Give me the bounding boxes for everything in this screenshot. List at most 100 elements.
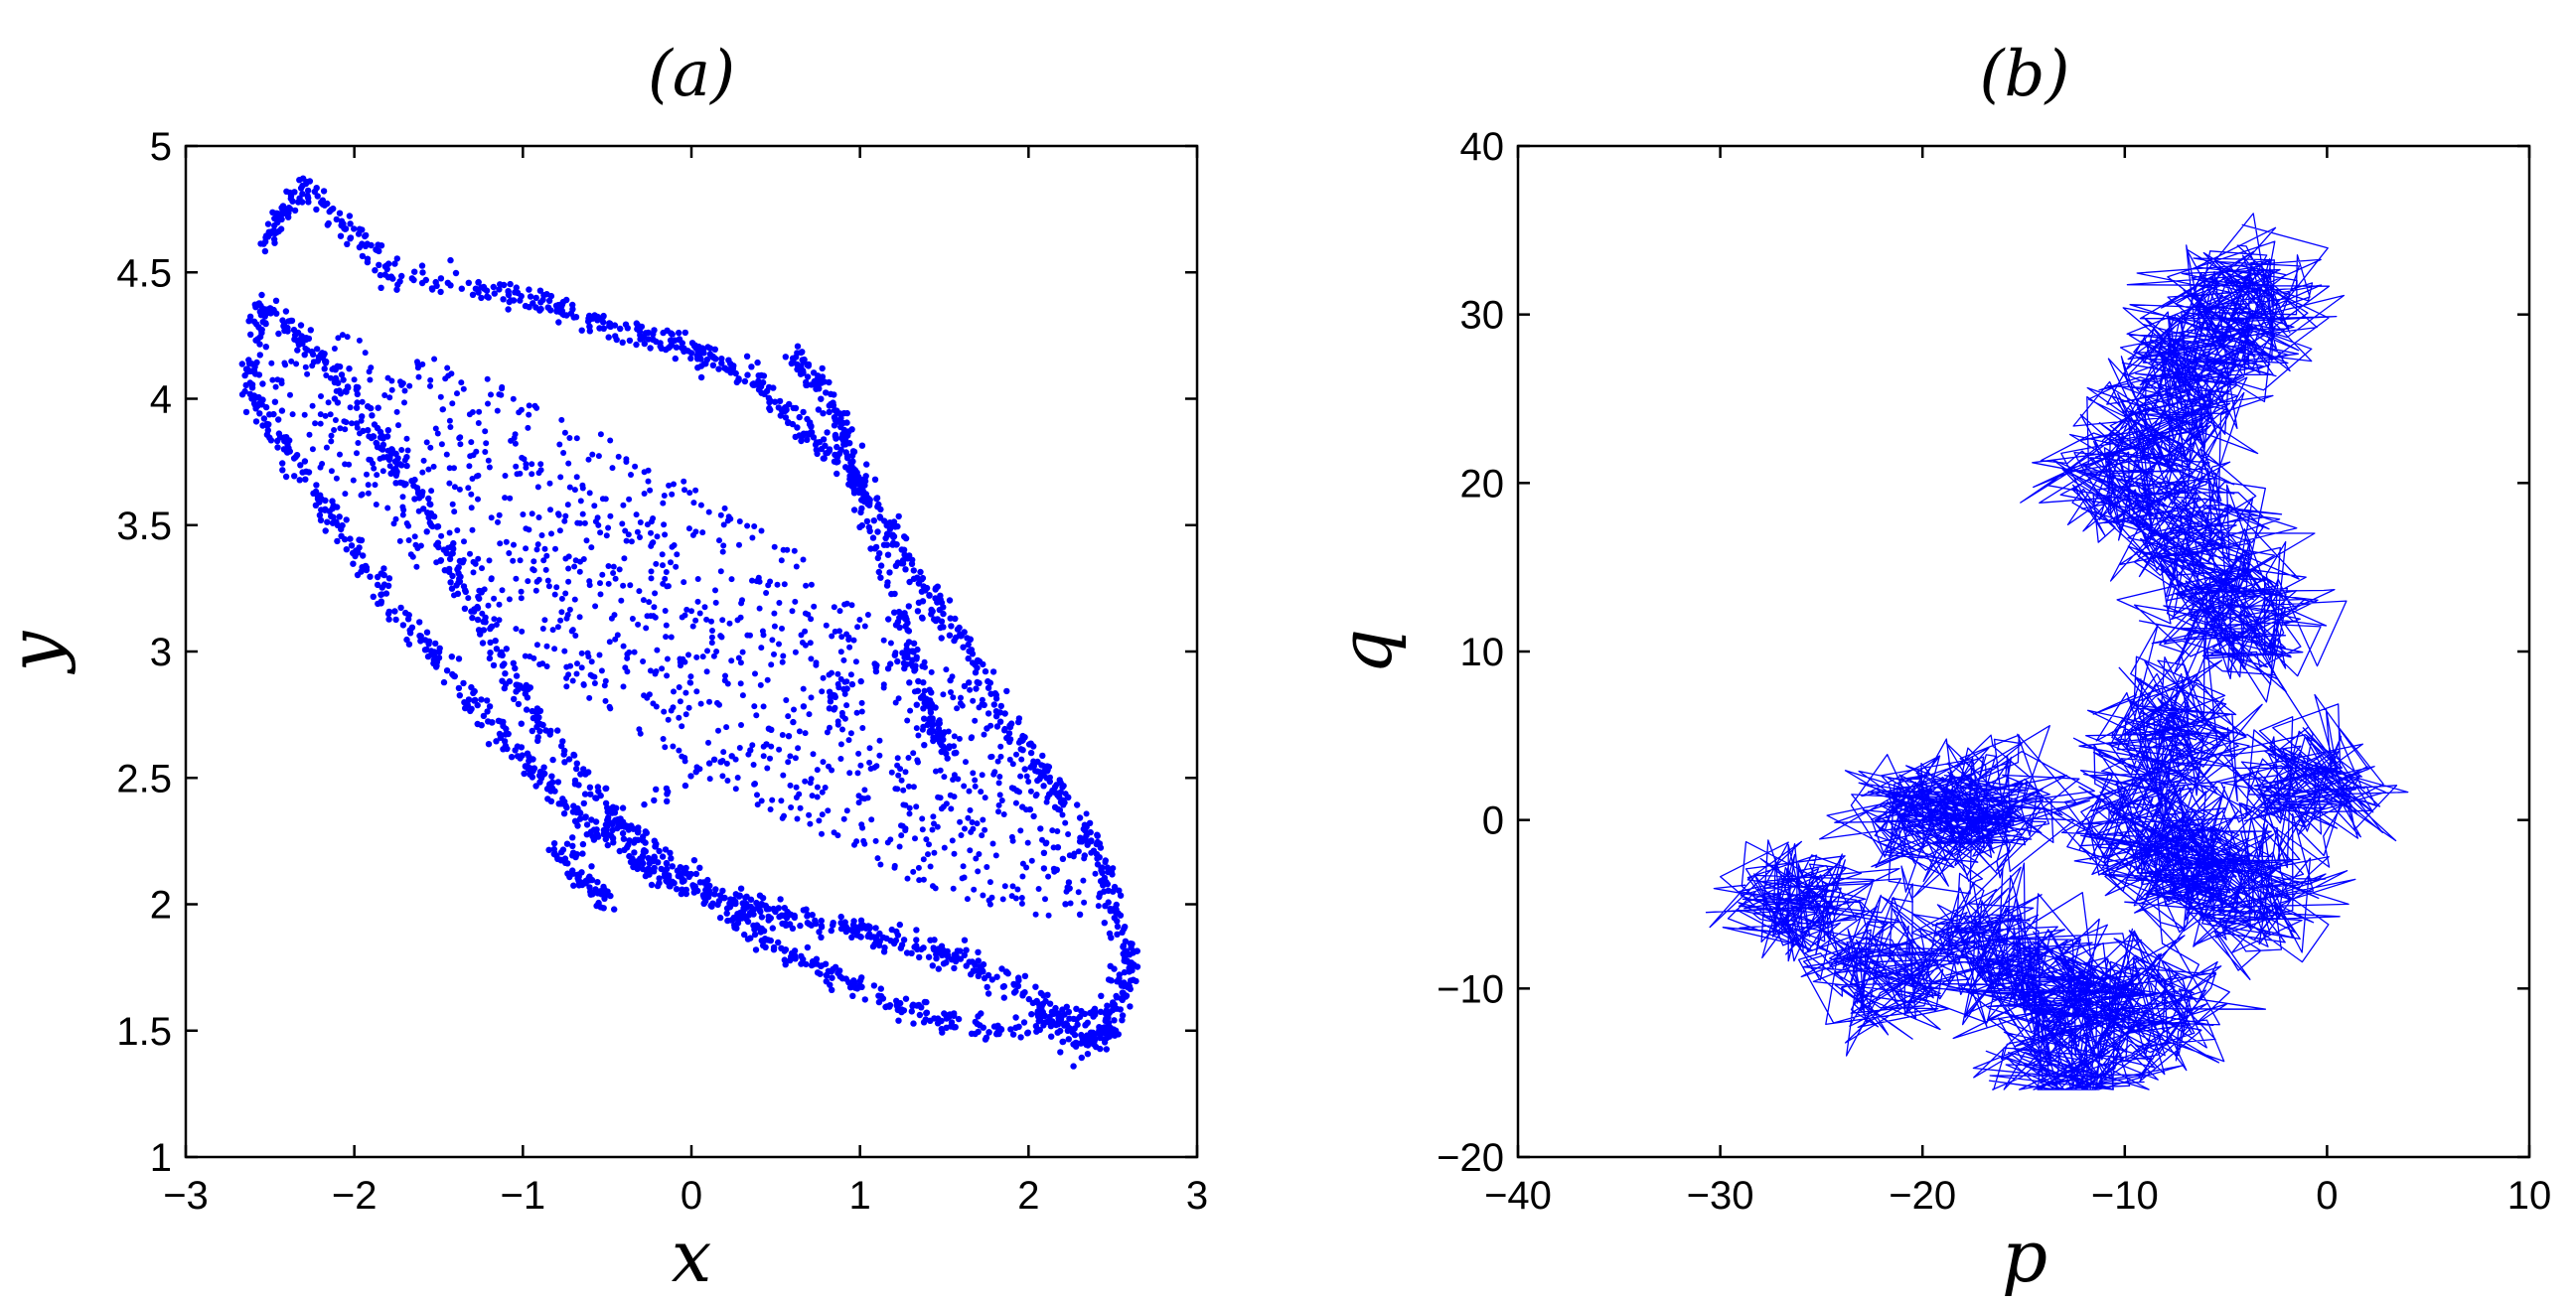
scatter-point xyxy=(816,817,823,824)
scatter-point xyxy=(807,780,814,787)
scatter-point xyxy=(820,674,827,681)
scatter-point xyxy=(930,813,937,820)
scatter-point xyxy=(724,680,731,687)
scatter-point xyxy=(1057,1049,1064,1056)
scatter-point xyxy=(967,847,974,854)
scatter-point xyxy=(375,404,381,411)
scatter-point xyxy=(827,981,833,988)
scatter-point xyxy=(1103,1015,1110,1022)
scatter-point xyxy=(792,649,799,655)
scatter-point xyxy=(1057,806,1064,813)
scatter-point xyxy=(992,695,1000,702)
scatter-point xyxy=(993,973,1000,980)
scatter-point xyxy=(935,965,942,972)
scatter-point xyxy=(624,822,631,830)
scatter-point xyxy=(932,586,939,593)
scatter-point xyxy=(902,769,909,776)
scatter-point xyxy=(579,840,587,848)
scatter-point xyxy=(411,476,418,484)
scatter-point xyxy=(858,821,865,828)
scatter-point xyxy=(727,902,734,909)
scatter-point xyxy=(983,1034,990,1042)
scatter-point xyxy=(839,726,845,733)
scatter-point xyxy=(969,819,976,825)
scatter-point xyxy=(792,755,799,762)
scatter-point xyxy=(662,608,669,614)
scatter-point xyxy=(803,906,810,913)
scatter-point xyxy=(871,476,879,483)
scatter-point xyxy=(471,687,478,695)
scatter-point xyxy=(891,862,898,869)
scatter-point xyxy=(648,529,654,536)
scatter-point xyxy=(529,471,535,478)
scatter-point xyxy=(903,642,910,649)
scatter-point xyxy=(787,782,794,789)
scatter-point xyxy=(586,328,593,335)
scatter-point xyxy=(339,332,346,339)
scatter-point xyxy=(669,863,676,870)
b-y-tick-label: 0 xyxy=(1482,799,1504,843)
scatter-point xyxy=(536,287,544,294)
scatter-point xyxy=(492,638,499,645)
scatter-point xyxy=(819,688,826,695)
scatter-point xyxy=(992,713,1000,720)
scatter-point xyxy=(971,886,978,893)
scatter-point xyxy=(782,920,789,927)
scatter-panel: (a) −3 −2 −1 0 1 2 3 11.522.533.544.55 x y xyxy=(0,38,1208,1298)
scatter-point xyxy=(767,937,774,944)
scatter-point xyxy=(1119,1012,1127,1019)
scatter-point xyxy=(1063,1021,1071,1029)
scatter-point xyxy=(894,932,902,939)
scatter-point xyxy=(378,284,384,291)
scatter-point xyxy=(721,364,728,371)
scatter-point xyxy=(476,595,483,602)
scatter-point xyxy=(802,778,809,785)
scatter-point xyxy=(737,659,744,666)
scatter-point xyxy=(742,913,749,921)
scatter-point xyxy=(617,325,624,333)
scatter-point xyxy=(787,753,794,760)
scatter-point xyxy=(1070,853,1077,860)
scatter-point xyxy=(748,363,755,370)
scatter-point xyxy=(392,480,399,487)
scatter-point xyxy=(321,365,328,372)
scatter-point xyxy=(336,210,344,217)
scatter-point xyxy=(518,720,525,727)
scatter-point xyxy=(906,578,913,586)
scatter-point xyxy=(957,947,964,954)
scatter-point xyxy=(452,269,460,277)
scatter-point xyxy=(557,617,564,624)
scatter-point xyxy=(392,515,399,522)
scatter-point xyxy=(943,1015,950,1022)
scatter-point xyxy=(946,632,954,639)
scatter-point xyxy=(762,902,769,910)
scatter-point xyxy=(1030,812,1037,820)
a-x-tick-label: −1 xyxy=(501,1174,546,1218)
scatter-point xyxy=(1073,1016,1081,1023)
scatter-point xyxy=(656,875,663,882)
scatter-point xyxy=(1096,893,1103,901)
scatter-point xyxy=(925,953,933,960)
scatter-point xyxy=(474,720,481,728)
scatter-point xyxy=(508,437,515,444)
scatter-point xyxy=(532,294,539,302)
scatter-point xyxy=(478,696,485,703)
scatter-point xyxy=(425,641,432,648)
scatter-point xyxy=(498,391,505,398)
scatter-point xyxy=(841,690,848,697)
scatter-point xyxy=(312,420,319,427)
scatter-point xyxy=(363,566,371,574)
scatter-point xyxy=(1030,763,1038,770)
scatter-point xyxy=(798,433,806,440)
scatter-point xyxy=(828,927,834,935)
scatter-point xyxy=(872,667,880,675)
scatter-point xyxy=(1062,819,1069,826)
scatter-point xyxy=(525,578,531,585)
scatter-point xyxy=(275,416,282,423)
scatter-point xyxy=(792,433,799,441)
a-x-tick-label: 1 xyxy=(849,1174,871,1218)
scatter-point xyxy=(1110,865,1117,872)
scatter-point xyxy=(576,519,583,526)
scatter-point xyxy=(737,680,744,687)
scatter-point xyxy=(419,469,426,476)
